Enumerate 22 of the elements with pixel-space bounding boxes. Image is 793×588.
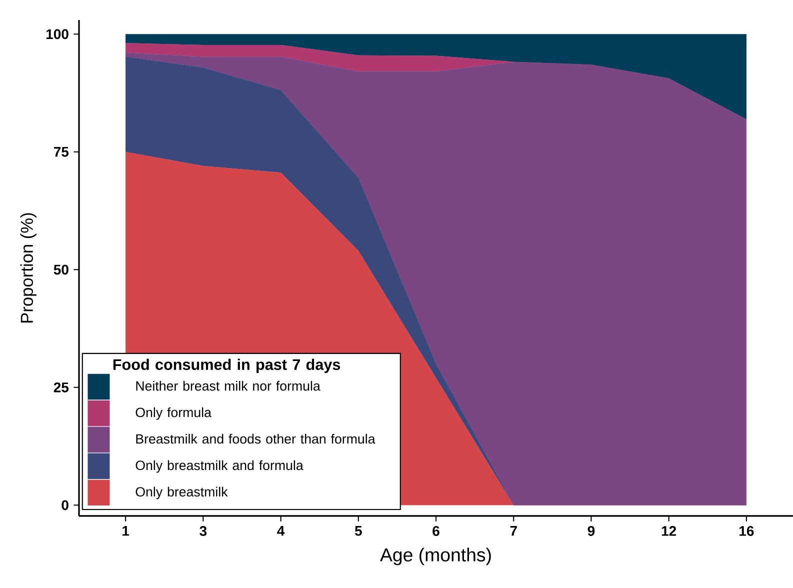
x-tick-label: 6 bbox=[432, 526, 440, 536]
legend-label: Only formula bbox=[136, 407, 212, 420]
x-tick-label: 1 bbox=[122, 526, 130, 536]
x-tick-label: 7 bbox=[510, 526, 517, 536]
legend-label: Neither breast milk nor formula bbox=[136, 380, 320, 391]
x-tick-label: 9 bbox=[588, 526, 595, 536]
x-axis-title: Age (months) bbox=[380, 548, 491, 566]
legend-title: Food consumed in past 7 days bbox=[113, 358, 340, 374]
y-tick-label: 100 bbox=[46, 29, 68, 40]
y-axis-title: Proportion (%) bbox=[20, 213, 36, 322]
legend-label: Breastmilk and foods other than formula bbox=[136, 434, 376, 444]
x-tick-label: 3 bbox=[200, 526, 207, 536]
x-tick-label: 4 bbox=[277, 526, 285, 536]
legend-label: Only breastmilk and formula bbox=[136, 460, 304, 473]
legend-label: Only breastmilk bbox=[136, 486, 228, 500]
x-tick-label: 16 bbox=[740, 526, 754, 536]
y-tick-label: 25 bbox=[54, 382, 69, 392]
y-tick-label: 0 bbox=[62, 500, 68, 510]
y-tick-label: 50 bbox=[54, 264, 68, 275]
x-tick-label: 12 bbox=[662, 526, 676, 536]
x-tick-label: 5 bbox=[354, 526, 362, 536]
y-tick-label: 75 bbox=[54, 147, 69, 157]
